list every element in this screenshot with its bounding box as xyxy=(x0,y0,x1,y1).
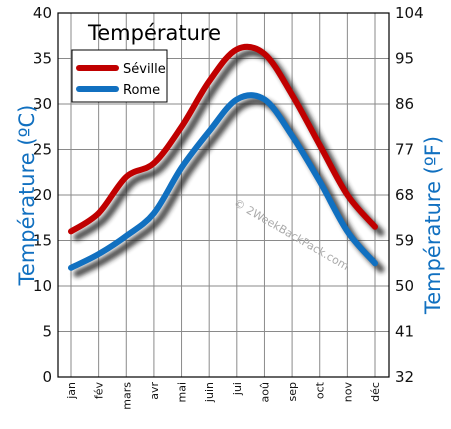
chart-title: Température xyxy=(87,21,221,45)
x-tick-label: mai xyxy=(176,382,189,403)
y-tick-label-right: 95 xyxy=(395,50,414,68)
y-tick-label-right: 86 xyxy=(395,95,414,113)
plot-frame xyxy=(57,12,390,378)
y-tick-label-left: 5 xyxy=(42,323,52,341)
y-axis-right-title: Température (ºF) xyxy=(421,136,445,315)
x-tick-label: mars xyxy=(120,382,133,410)
y-tick-label-left: 10 xyxy=(33,277,52,295)
y-tick-label-left: 35 xyxy=(33,50,52,68)
x-tick-label: sep xyxy=(286,382,299,401)
x-tick-label: fév xyxy=(93,382,106,400)
series-line-seville xyxy=(68,43,378,235)
y-tick-label-right: 41 xyxy=(395,323,414,341)
x-tick-label: avr xyxy=(148,382,161,400)
y-tick-label-left: 25 xyxy=(33,141,52,159)
x-axis-month-labels: jan fév mars avr mai juin jui aoû sep oct nov déc xyxy=(65,381,382,409)
series-line-rome xyxy=(68,92,378,271)
y-axis-left-ticks: 0 5 10 15 20 25 30 35 40 xyxy=(33,4,52,386)
y-tick-label-right: 104 xyxy=(395,4,424,22)
y-tick-label-left: 0 xyxy=(42,368,52,386)
y-tick-label-right: 77 xyxy=(395,141,414,159)
x-tick-label: juin xyxy=(203,382,216,403)
x-tick-label: jan xyxy=(65,382,78,400)
legend-box xyxy=(71,49,168,103)
y-axis-left-title: Température (ºC) xyxy=(15,105,39,287)
y-tick-label-right: 32 xyxy=(395,368,414,386)
y-tick-label-left: 30 xyxy=(33,95,52,113)
series-shadow-rome xyxy=(73,97,385,278)
x-tick-label: nov xyxy=(341,382,354,403)
legend: Séville Rome xyxy=(71,49,168,103)
x-tick-label: aoû xyxy=(258,382,271,402)
y-tick-label-left: 20 xyxy=(33,186,52,204)
y-tick-label-right: 50 xyxy=(395,277,414,295)
y-axis-right-ticks: 32 41 50 59 68 77 86 95 104 xyxy=(395,4,424,386)
y-tick-label-right: 59 xyxy=(395,232,414,250)
y-tick-label-right: 68 xyxy=(395,186,414,204)
y-tick-label-left: 40 xyxy=(33,4,52,22)
legend-label-seville: Séville xyxy=(123,62,166,77)
series-lines xyxy=(68,43,378,271)
x-tick-label: déc xyxy=(369,382,382,402)
legend-label-rome: Rome xyxy=(123,83,160,98)
x-tick-label: jui xyxy=(231,382,244,396)
x-tick-label: oct xyxy=(314,381,327,399)
y-tick-label-left: 15 xyxy=(33,232,52,250)
